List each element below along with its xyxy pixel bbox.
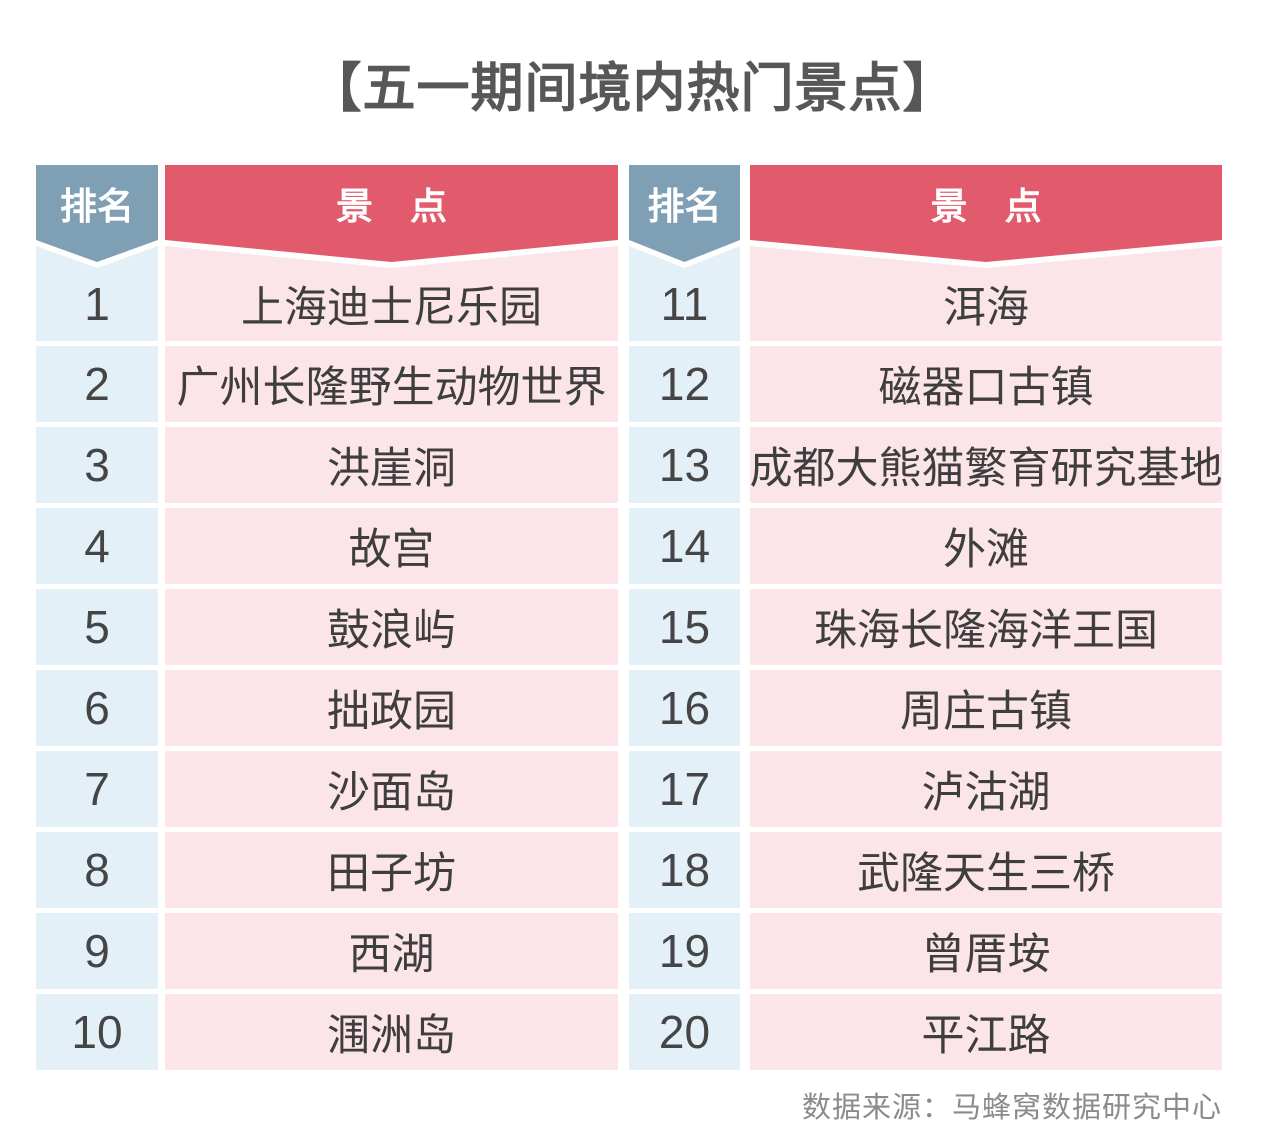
ranking-tables: 排名 1 2 3 4 5 6 7 8 9 10 景 点 上海迪士尼乐园 广州长隆… bbox=[36, 165, 1223, 1070]
spot-column-right: 景 点 洱海 磁器口古镇 成都大熊猫繁育研究基地 外滩 珠海长隆海洋王国 周庄古… bbox=[750, 165, 1223, 1070]
spot-cell: 田子坊 bbox=[165, 832, 618, 908]
rank-cell: 20 bbox=[629, 994, 740, 1070]
rank-cell: 9 bbox=[36, 913, 158, 989]
spot-cell: 泸沽湖 bbox=[750, 751, 1222, 827]
rank-cell: 17 bbox=[629, 751, 740, 827]
rank-cell: 14 bbox=[629, 508, 740, 584]
rank-cell: 10 bbox=[36, 994, 158, 1070]
rank-cell: 5 bbox=[36, 589, 158, 665]
spot-cell: 洪崖洞 bbox=[165, 427, 618, 503]
spot-cell: 平江路 bbox=[750, 994, 1222, 1070]
rank-cell: 12 bbox=[629, 346, 740, 422]
spot-cell: 拙政园 bbox=[165, 670, 618, 746]
spot-cell: 磁器口古镇 bbox=[750, 346, 1222, 422]
rank-cell: 18 bbox=[629, 832, 740, 908]
spot-column-header: 景 点 bbox=[750, 165, 1222, 262]
spot-cell: 外滩 bbox=[750, 508, 1222, 584]
spot-column-left: 景 点 上海迪士尼乐园 广州长隆野生动物世界 洪崖洞 故宫 鼓浪屿 拙政园 沙面… bbox=[165, 165, 618, 1070]
spot-cell: 成都大熊猫繁育研究基地 bbox=[750, 427, 1223, 503]
spot-cell: 上海迪士尼乐园 bbox=[165, 246, 618, 341]
spot-cell: 故宫 bbox=[165, 508, 618, 584]
spot-cell: 广州长隆野生动物世界 bbox=[165, 346, 618, 422]
rank-cell: 8 bbox=[36, 832, 158, 908]
spot-cell: 涠洲岛 bbox=[165, 994, 618, 1070]
rank-cell: 3 bbox=[36, 427, 158, 503]
spot-cell: 武隆天生三桥 bbox=[750, 832, 1222, 908]
rank-cell: 7 bbox=[36, 751, 158, 827]
spot-cell: 沙面岛 bbox=[165, 751, 618, 827]
rank-cell: 6 bbox=[36, 670, 158, 746]
spot-cell: 洱海 bbox=[750, 246, 1222, 341]
page-title: 【五一期间境内热门景点】 bbox=[308, 59, 957, 118]
rank-cell: 16 bbox=[629, 670, 740, 746]
rank-column-left: 排名 1 2 3 4 5 6 7 8 9 10 bbox=[36, 165, 158, 1070]
rank-cell: 2 bbox=[36, 346, 158, 422]
spot-column-header: 景 点 bbox=[165, 165, 618, 262]
spot-cell: 西湖 bbox=[165, 913, 618, 989]
spot-cell: 曾厝垵 bbox=[750, 913, 1222, 989]
spot-cell: 鼓浪屿 bbox=[165, 589, 618, 665]
rank-cell: 4 bbox=[36, 508, 158, 584]
rank-column-right: 排名 11 12 13 14 15 16 17 18 19 20 bbox=[629, 165, 740, 1070]
ranking-table-left: 排名 1 2 3 4 5 6 7 8 9 10 景 点 上海迪士尼乐园 广州长隆… bbox=[36, 165, 618, 1070]
spot-cell: 周庄古镇 bbox=[750, 670, 1222, 746]
data-source: 数据来源：马蜂窝数据研究中心 bbox=[801, 1092, 1222, 1124]
rank-column-header: 排名 bbox=[629, 165, 740, 262]
spot-cell: 珠海长隆海洋王国 bbox=[750, 589, 1222, 665]
rank-column-header: 排名 bbox=[36, 165, 158, 262]
rank-cell: 19 bbox=[629, 913, 740, 989]
ranking-table-right: 排名 11 12 13 14 15 16 17 18 19 20 景 点 洱海 … bbox=[629, 165, 1223, 1070]
rank-cell: 15 bbox=[629, 589, 740, 665]
rank-cell: 13 bbox=[629, 427, 740, 503]
